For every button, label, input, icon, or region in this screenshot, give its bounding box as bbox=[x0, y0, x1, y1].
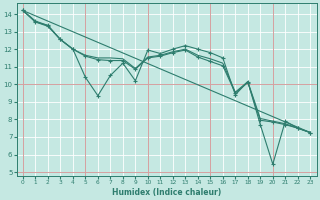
X-axis label: Humidex (Indice chaleur): Humidex (Indice chaleur) bbox=[112, 188, 221, 197]
